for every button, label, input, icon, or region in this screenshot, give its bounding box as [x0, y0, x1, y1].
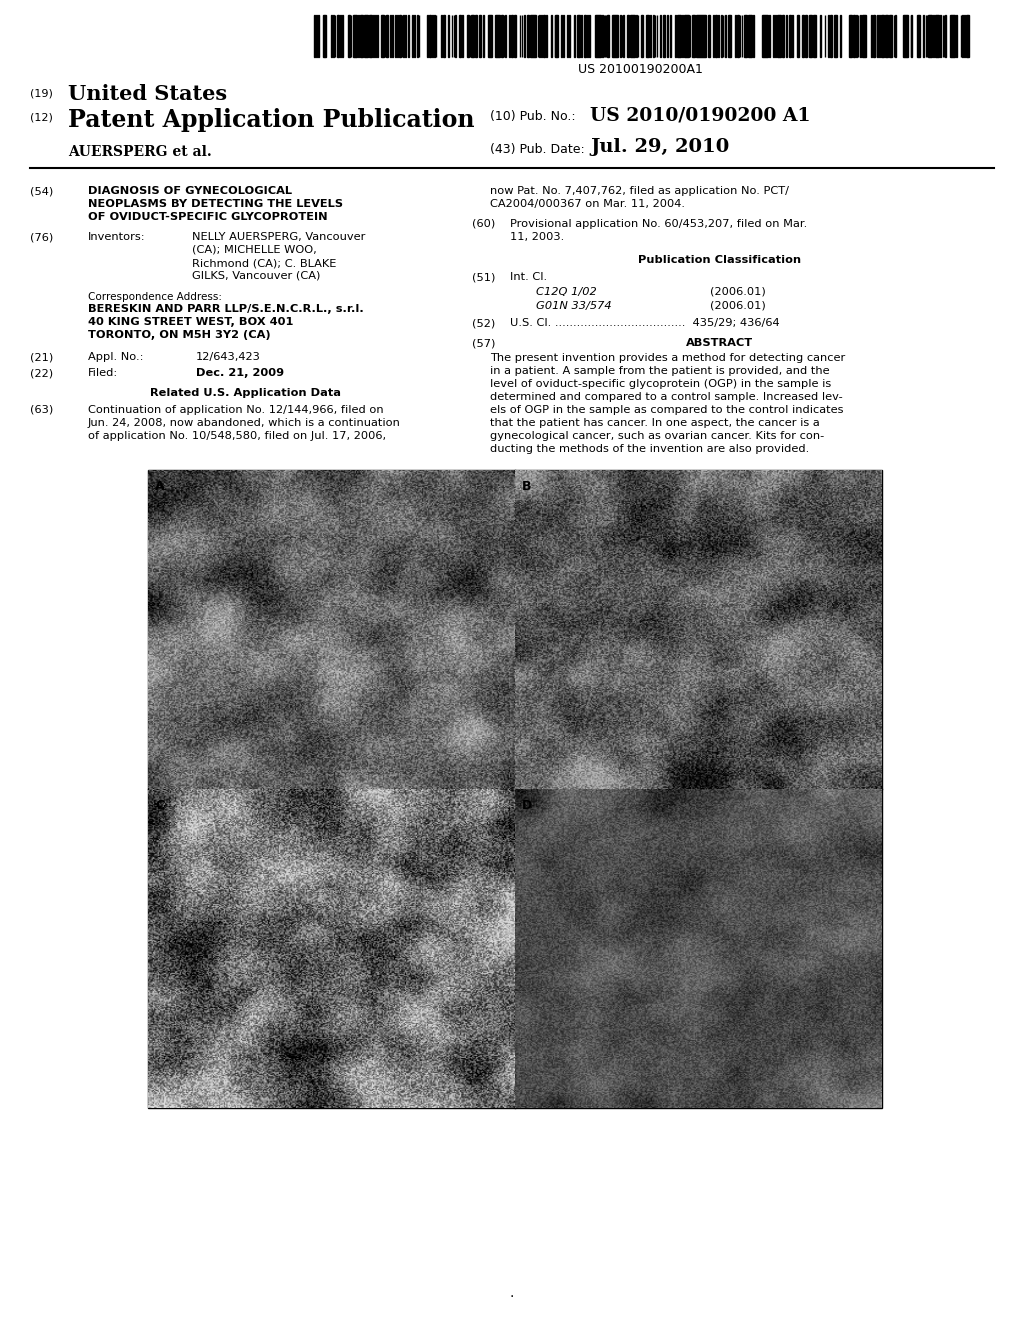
Text: 11, 2003.: 11, 2003.: [510, 232, 564, 242]
Text: A: A: [156, 479, 165, 492]
Text: Provisional application No. 60/453,207, filed on Mar.: Provisional application No. 60/453,207, …: [510, 219, 807, 228]
Text: (76): (76): [30, 232, 53, 242]
Text: (54): (54): [30, 186, 53, 195]
Text: Filed:: Filed:: [88, 368, 118, 378]
Text: (2006.01): (2006.01): [710, 286, 766, 297]
Text: (51): (51): [472, 272, 496, 282]
Text: ducting the methods of the invention are also provided.: ducting the methods of the invention are…: [490, 444, 809, 454]
Text: (10) Pub. No.:: (10) Pub. No.:: [490, 110, 575, 123]
Text: gynecological cancer, such as ovarian cancer. Kits for con-: gynecological cancer, such as ovarian ca…: [490, 432, 824, 441]
Text: (2006.01): (2006.01): [710, 301, 766, 312]
Text: NEOPLASMS BY DETECTING THE LEVELS: NEOPLASMS BY DETECTING THE LEVELS: [88, 199, 343, 209]
Text: (43) Pub. Date:: (43) Pub. Date:: [490, 143, 585, 156]
Text: US 20100190200A1: US 20100190200A1: [578, 63, 702, 77]
Text: The present invention provides a method for detecting cancer: The present invention provides a method …: [490, 352, 845, 363]
Text: D: D: [522, 799, 532, 812]
Text: G01N 33/574: G01N 33/574: [536, 301, 611, 312]
Text: DIAGNOSIS OF GYNECOLOGICAL: DIAGNOSIS OF GYNECOLOGICAL: [88, 186, 292, 195]
Text: that the patient has cancer. In one aspect, the cancer is a: that the patient has cancer. In one aspe…: [490, 418, 820, 428]
Text: Richmond (CA); C. BLAKE: Richmond (CA); C. BLAKE: [193, 257, 336, 268]
Text: C12Q 1/02: C12Q 1/02: [536, 286, 597, 297]
Text: (12): (12): [30, 114, 53, 123]
Text: (52): (52): [472, 318, 496, 327]
Text: Inventors:: Inventors:: [88, 232, 145, 242]
Text: (57): (57): [472, 338, 496, 348]
Text: TORONTO, ON M5H 3Y2 (CA): TORONTO, ON M5H 3Y2 (CA): [88, 330, 270, 341]
Text: U.S. Cl. ....................................  435/29; 436/64: U.S. Cl. ...............................…: [510, 318, 779, 327]
Text: (19): (19): [30, 88, 53, 98]
Text: NELLY AUERSPERG, Vancouver: NELLY AUERSPERG, Vancouver: [193, 232, 366, 242]
Text: GILKS, Vancouver (CA): GILKS, Vancouver (CA): [193, 271, 321, 281]
Text: in a patient. A sample from the patient is provided, and the: in a patient. A sample from the patient …: [490, 366, 829, 376]
Bar: [148, 470, 882, 1107]
Text: OF OVIDUCT-SPECIFIC GLYCOPROTEIN: OF OVIDUCT-SPECIFIC GLYCOPROTEIN: [88, 213, 328, 222]
Text: (63): (63): [30, 405, 53, 414]
Text: BERESKIN AND PARR LLP/S.E.N.C.R.L., s.r.l.: BERESKIN AND PARR LLP/S.E.N.C.R.L., s.r.…: [88, 304, 364, 314]
Text: 12/643,423: 12/643,423: [196, 352, 261, 362]
Text: (21): (21): [30, 352, 53, 362]
Text: Jul. 29, 2010: Jul. 29, 2010: [590, 139, 729, 156]
Text: C: C: [156, 799, 165, 812]
Text: B: B: [522, 479, 531, 492]
Text: determined and compared to a control sample. Increased lev-: determined and compared to a control sam…: [490, 392, 843, 403]
Text: of application No. 10/548,580, filed on Jul. 17, 2006,: of application No. 10/548,580, filed on …: [88, 432, 386, 441]
Text: Appl. No.:: Appl. No.:: [88, 352, 143, 362]
Text: ·: ·: [510, 1290, 514, 1304]
Text: Correspondence Address:: Correspondence Address:: [88, 292, 222, 302]
Text: AUERSPERG et al.: AUERSPERG et al.: [68, 145, 212, 158]
Text: CA2004/000367 on Mar. 11, 2004.: CA2004/000367 on Mar. 11, 2004.: [490, 199, 685, 209]
Text: (60): (60): [472, 219, 496, 228]
Text: Patent Application Publication: Patent Application Publication: [68, 108, 474, 132]
Text: ABSTRACT: ABSTRACT: [686, 338, 754, 348]
Text: Continuation of application No. 12/144,966, filed on: Continuation of application No. 12/144,9…: [88, 405, 384, 414]
Text: Int. Cl.: Int. Cl.: [510, 272, 547, 282]
Text: els of OGP in the sample as compared to the control indicates: els of OGP in the sample as compared to …: [490, 405, 844, 414]
Text: 40 KING STREET WEST, BOX 401: 40 KING STREET WEST, BOX 401: [88, 317, 293, 327]
Text: Publication Classification: Publication Classification: [638, 255, 802, 265]
Text: US 2010/0190200 A1: US 2010/0190200 A1: [590, 106, 811, 124]
Text: (22): (22): [30, 368, 53, 378]
Text: (CA); MICHELLE WOO,: (CA); MICHELLE WOO,: [193, 246, 316, 255]
Text: United States: United States: [68, 84, 227, 104]
Text: now Pat. No. 7,407,762, filed as application No. PCT/: now Pat. No. 7,407,762, filed as applica…: [490, 186, 790, 195]
Text: Jun. 24, 2008, now abandoned, which is a continuation: Jun. 24, 2008, now abandoned, which is a…: [88, 418, 400, 428]
Text: Dec. 21, 2009: Dec. 21, 2009: [196, 368, 284, 378]
Text: level of oviduct-specific glycoprotein (OGP) in the sample is: level of oviduct-specific glycoprotein (…: [490, 379, 831, 389]
Text: Related U.S. Application Data: Related U.S. Application Data: [150, 388, 341, 399]
